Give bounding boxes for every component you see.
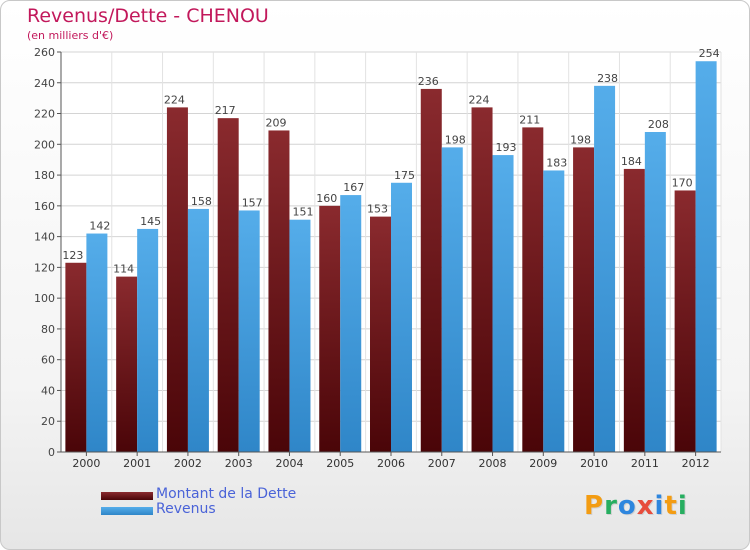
data-label-revenue: 238 <box>597 72 618 85</box>
bar-revenue <box>289 219 311 452</box>
bar-revenue <box>340 195 362 453</box>
data-label-revenue: 193 <box>496 141 517 154</box>
bar-debt <box>573 147 595 452</box>
bar-debt <box>370 216 391 452</box>
data-label-revenue: 157 <box>242 196 263 209</box>
logo-letter: i <box>654 491 665 521</box>
bar-debt <box>166 107 188 452</box>
data-label-debt: 184 <box>621 155 642 168</box>
bar-revenue <box>391 182 412 452</box>
bar-revenue <box>86 233 108 452</box>
x-tick-label: 2010 <box>580 457 608 470</box>
logo-letter: i <box>677 491 688 521</box>
bar-debt <box>268 130 290 452</box>
data-label-debt: 160 <box>316 192 337 205</box>
bar-revenue <box>695 61 717 452</box>
data-label-revenue: 175 <box>394 169 415 182</box>
bars <box>65 61 717 453</box>
y-tick-label: 60 <box>41 354 55 367</box>
legend-label-debt: Montant de la Dette <box>156 486 297 502</box>
x-tick-label: 2004 <box>275 457 303 470</box>
legend-swatch-debt <box>101 492 153 500</box>
data-label-revenue: 254 <box>699 47 720 60</box>
logo-letter: x <box>636 491 655 521</box>
x-tick-label: 2006 <box>377 457 405 470</box>
x-tick-label: 2003 <box>225 457 253 470</box>
logo-letter: t <box>664 491 678 521</box>
data-label-revenue: 167 <box>343 181 364 194</box>
bar-debt <box>471 107 493 452</box>
data-label-debt: 209 <box>265 116 286 129</box>
data-label-debt: 224 <box>164 93 185 106</box>
data-label-revenue: 151 <box>292 206 313 219</box>
proxiti-logo: Proxiti <box>584 489 688 523</box>
chart-title: Revenus/Dette - CHENOU <box>27 5 269 27</box>
axes: 0 20 40 60 80 100 120 140 160 180 200 220 240 260 2000… <box>34 46 721 470</box>
data-label-debt: 170 <box>672 176 693 189</box>
data-label-debt: 114 <box>113 263 134 276</box>
x-tick-label: 2002 <box>174 457 202 470</box>
logo-letter: P <box>584 491 605 521</box>
bar-debt <box>522 127 544 452</box>
bar-debt <box>623 168 645 452</box>
bar-revenue <box>492 155 514 453</box>
y-tick-label: 40 <box>41 384 55 397</box>
legend-label-revenue: Revenus <box>156 501 216 517</box>
data-label-debt: 224 <box>469 93 490 106</box>
data-label-revenue: 145 <box>140 215 161 228</box>
bar-debt <box>217 118 239 453</box>
data-label-revenue: 198 <box>445 133 466 146</box>
chart-subtitle: (en milliers d'€) <box>27 29 114 42</box>
bar-debt <box>319 205 341 452</box>
logo-letter: r <box>604 491 618 521</box>
x-tick-label: 2000 <box>72 457 100 470</box>
bar-revenue <box>644 132 666 452</box>
bar-debt <box>116 276 138 452</box>
y-tick-label: 200 <box>34 138 55 151</box>
bar-revenue <box>187 208 209 452</box>
data-label-revenue: 208 <box>648 118 669 131</box>
y-tick-label: 160 <box>34 200 55 213</box>
data-label-debt: 236 <box>418 75 439 88</box>
bar-revenue <box>594 85 616 452</box>
data-label-revenue: 142 <box>89 220 110 233</box>
y-tick-label: 240 <box>34 77 55 90</box>
x-tick-label: 2011 <box>631 457 659 470</box>
y-tick-label: 260 <box>34 46 55 59</box>
y-tick-label: 180 <box>34 169 55 182</box>
y-tick-label: 220 <box>34 108 55 121</box>
x-tick-label: 2005 <box>326 457 354 470</box>
bar-revenue <box>543 170 565 452</box>
bar-revenue <box>137 228 159 452</box>
x-tick-label: 2001 <box>123 457 151 470</box>
y-tick-label: 100 <box>34 292 55 305</box>
bar-revenue <box>441 147 463 452</box>
x-tick-label: 2008 <box>479 457 507 470</box>
data-label-debt: 198 <box>570 133 591 146</box>
data-label-debt: 211 <box>519 113 540 126</box>
legend-swatch-revenue <box>101 507 153 515</box>
data-label-debt: 153 <box>367 203 388 216</box>
bar-debt <box>420 88 442 452</box>
y-tick-label: 20 <box>41 415 55 428</box>
y-tick-label: 80 <box>41 323 55 336</box>
data-label-debt: 123 <box>62 249 83 262</box>
x-tick-label: 2007 <box>428 457 456 470</box>
y-tick-label: 140 <box>34 231 55 244</box>
data-label-revenue: 183 <box>546 156 567 169</box>
y-tick-label: 120 <box>34 261 55 274</box>
data-label-debt: 217 <box>215 104 236 117</box>
x-tick-label: 2009 <box>529 457 557 470</box>
y-tick-label: 0 <box>48 446 55 459</box>
data-label-revenue: 158 <box>191 195 212 208</box>
bar-debt <box>65 262 87 452</box>
x-tick-label: 2012 <box>682 457 710 470</box>
bar-revenue <box>238 210 260 452</box>
bar-debt <box>674 190 696 452</box>
logo-letter: o <box>617 491 637 521</box>
